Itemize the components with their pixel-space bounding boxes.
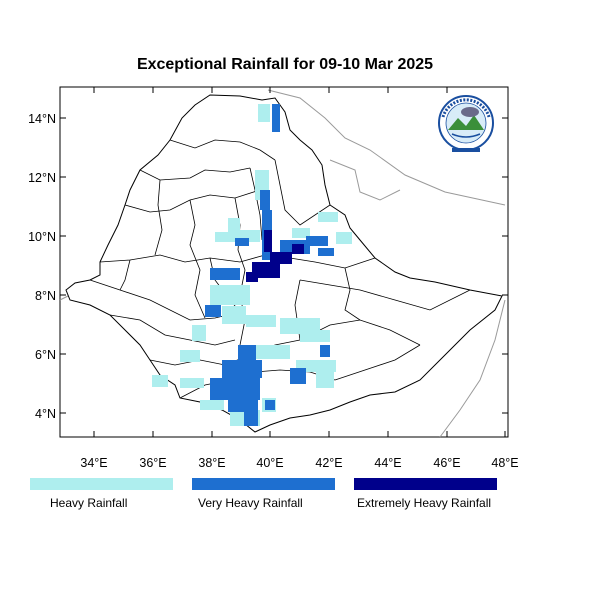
very-heavy-rainfall-cells	[205, 104, 334, 426]
institute-logo	[438, 95, 494, 152]
legend-swatch-heavy	[30, 478, 173, 490]
lat-tick-label-8: 8°N	[35, 289, 56, 303]
lon-tick-labels: 34°E 36°E 38°E 40°E 42°E 44°E 46°E 48°E	[80, 456, 518, 470]
neighbor-borders	[59, 89, 506, 438]
lat-tick-label-10: 10°N	[28, 230, 56, 244]
lat-tick-label-12: 12°N	[28, 171, 56, 185]
lon-tick-label-34: 34°E	[80, 456, 107, 470]
lon-ticks	[93, 87, 506, 437]
lon-tick-label-46: 46°E	[433, 456, 460, 470]
lon-tick-label-36: 36°E	[139, 456, 166, 470]
legend-label-very-heavy: Very Heavy Rainfall	[198, 496, 303, 510]
lat-ticks	[60, 117, 508, 414]
extremely-heavy-rainfall-cells	[246, 230, 304, 282]
zone-boundaries	[89, 139, 471, 399]
map-title: Exceptional Rainfall for 09-10 Mar 2025	[136, 56, 434, 73]
lon-tick-label-40: 40°E	[256, 456, 283, 470]
lat-tick-label-4: 4°N	[35, 407, 56, 421]
legend-label-heavy: Heavy Rainfall	[50, 496, 128, 510]
lon-tick-label-48: 48°E	[491, 456, 518, 470]
ethiopia-outline	[65, 94, 503, 433]
lon-tick-label-44: 44°E	[374, 456, 401, 470]
legend-swatch-very-heavy	[192, 478, 335, 490]
legend-label-extremely-heavy: Extremely Heavy Rainfall	[357, 496, 492, 510]
lon-tick-label-38: 38°E	[198, 456, 225, 470]
lon-tick-label-42: 42°E	[315, 456, 342, 470]
map-frame	[59, 86, 509, 438]
legend-swatch-extremely-heavy	[354, 478, 497, 490]
lat-tick-label-14: 14°N	[28, 112, 56, 126]
lat-tick-labels: 4°N 6°N 8°N 10°N 12°N 14°N	[28, 112, 56, 421]
lat-tick-label-6: 6°N	[35, 348, 56, 362]
